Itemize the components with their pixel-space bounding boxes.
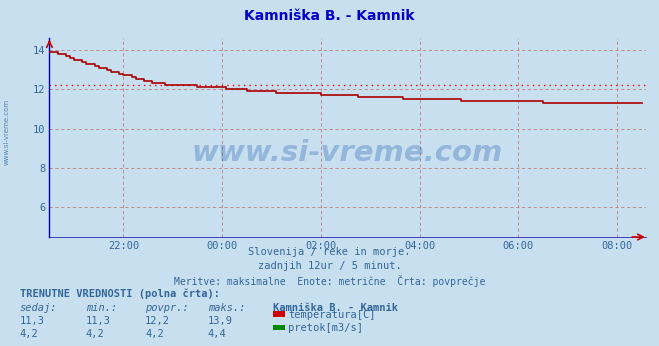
Text: 4,4: 4,4 xyxy=(208,329,226,339)
Text: Slovenija / reke in morje.: Slovenija / reke in morje. xyxy=(248,247,411,257)
Text: maks.:: maks.: xyxy=(208,303,245,313)
Text: 13,9: 13,9 xyxy=(208,316,233,326)
Text: 4,2: 4,2 xyxy=(20,329,38,339)
Text: sedaj:: sedaj: xyxy=(20,303,57,313)
Text: 12,2: 12,2 xyxy=(145,316,170,326)
Text: pretok[m3/s]: pretok[m3/s] xyxy=(288,323,363,333)
Text: Meritve: maksimalne  Enote: metrične  Črta: povprečje: Meritve: maksimalne Enote: metrične Črta… xyxy=(174,275,485,287)
Text: www.si-vreme.com: www.si-vreme.com xyxy=(3,98,10,165)
Text: povpr.:: povpr.: xyxy=(145,303,188,313)
Text: 11,3: 11,3 xyxy=(86,316,111,326)
Text: 4,2: 4,2 xyxy=(86,329,104,339)
Text: 11,3: 11,3 xyxy=(20,316,45,326)
Text: www.si-vreme.com: www.si-vreme.com xyxy=(192,139,503,167)
Text: Kamniška B. - Kamnik: Kamniška B. - Kamnik xyxy=(244,9,415,22)
Text: zadnjih 12ur / 5 minut.: zadnjih 12ur / 5 minut. xyxy=(258,261,401,271)
Text: 4,2: 4,2 xyxy=(145,329,163,339)
Text: TRENUTNE VREDNOSTI (polna črta):: TRENUTNE VREDNOSTI (polna črta): xyxy=(20,289,219,299)
Text: min.:: min.: xyxy=(86,303,117,313)
Text: temperatura[C]: temperatura[C] xyxy=(288,310,376,319)
Text: Kamniška B. - Kamnik: Kamniška B. - Kamnik xyxy=(273,303,399,313)
